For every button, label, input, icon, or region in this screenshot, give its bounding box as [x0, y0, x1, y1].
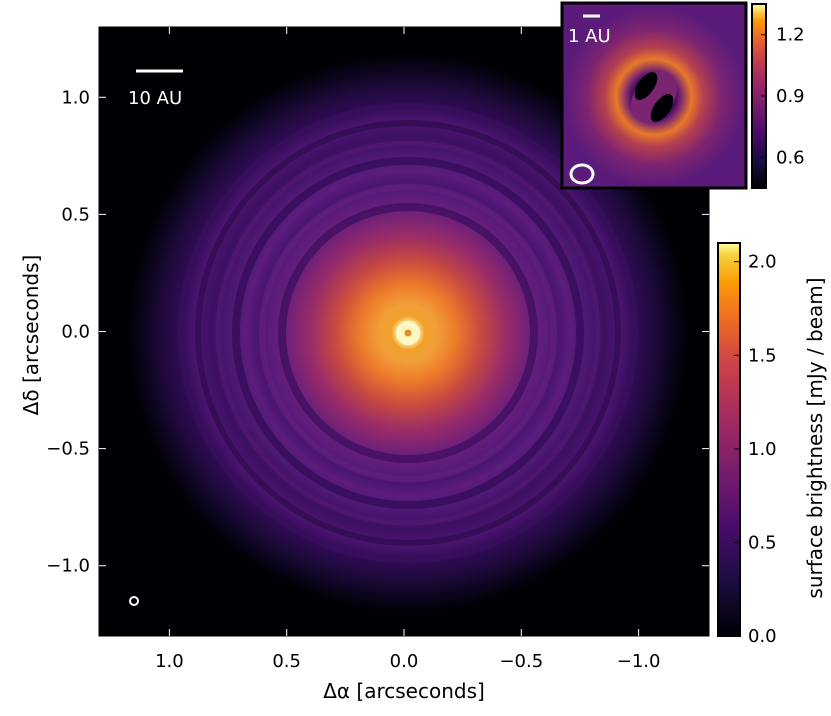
scalebar-label: 10 AU: [128, 88, 182, 109]
inset-image: [562, 3, 746, 188]
inset-colorbar-ticks: 0.6 0.9 1.2: [761, 25, 805, 168]
x-tick-label: 0.0: [390, 651, 419, 672]
colorbar-tick-label: 0.0: [748, 626, 777, 647]
colorbar-label: surface brightness [mJy / beam]: [803, 277, 827, 598]
y-axis-ticks: 1.0 0.5 0.0 −0.5 −1.0: [46, 87, 709, 577]
main-colorbar-ticks: 0.0 0.5 1.0 1.5 2.0: [734, 252, 777, 647]
inset-dark-lobe-1: [634, 72, 658, 100]
disk-gap-1: [278, 203, 538, 463]
inset-frame: [560, 1, 748, 190]
inset-scalebar-label: 1 AU: [568, 26, 611, 47]
inset-dark-lobe-2: [650, 94, 674, 122]
y-tick-label: 0.5: [61, 204, 90, 225]
colorbar-tick-label: 0.5: [748, 532, 777, 553]
inset-colorbar-tick-label: 1.2: [776, 25, 805, 46]
inset-beam-ellipse: [569, 163, 595, 185]
disk-ring-3: [177, 102, 639, 564]
x-tick-label: −1.0: [617, 651, 661, 672]
beam-ellipse: [129, 596, 139, 606]
disk-gap-3: [195, 120, 621, 546]
colorbar-tick-label: 1.0: [748, 439, 777, 460]
y-tick-label: 1.0: [61, 87, 90, 108]
x-tick-label: 1.0: [155, 651, 184, 672]
x-axis-label: Δα [arcseconds]: [323, 679, 485, 703]
y-tick-label: 0.0: [61, 322, 90, 343]
main-colorbar: [717, 242, 741, 637]
disk-gap-2: [232, 157, 584, 509]
disk-ring-2: [215, 140, 601, 526]
y-tick-label: −0.5: [46, 439, 90, 460]
x-tick-label: 0.5: [272, 651, 301, 672]
x-tick-label: −0.5: [499, 651, 543, 672]
y-axis-label: Δδ [arcseconds]: [19, 255, 43, 416]
colorbar-tick-label: 2.0: [748, 252, 777, 273]
x-axis-ticks: 1.0 0.5 0.0 −0.5 −1.0: [155, 27, 660, 672]
inset-colorbar-tick-label: 0.6: [776, 147, 805, 168]
inner-bright-ring: [396, 321, 420, 345]
colorbar-tick-label: 1.5: [748, 345, 777, 366]
central-cavity: [404, 329, 412, 337]
y-tick-label: −1.0: [46, 556, 90, 577]
disk-ring-1: [259, 184, 557, 482]
inset-colorbar-tick-label: 0.9: [776, 86, 805, 107]
